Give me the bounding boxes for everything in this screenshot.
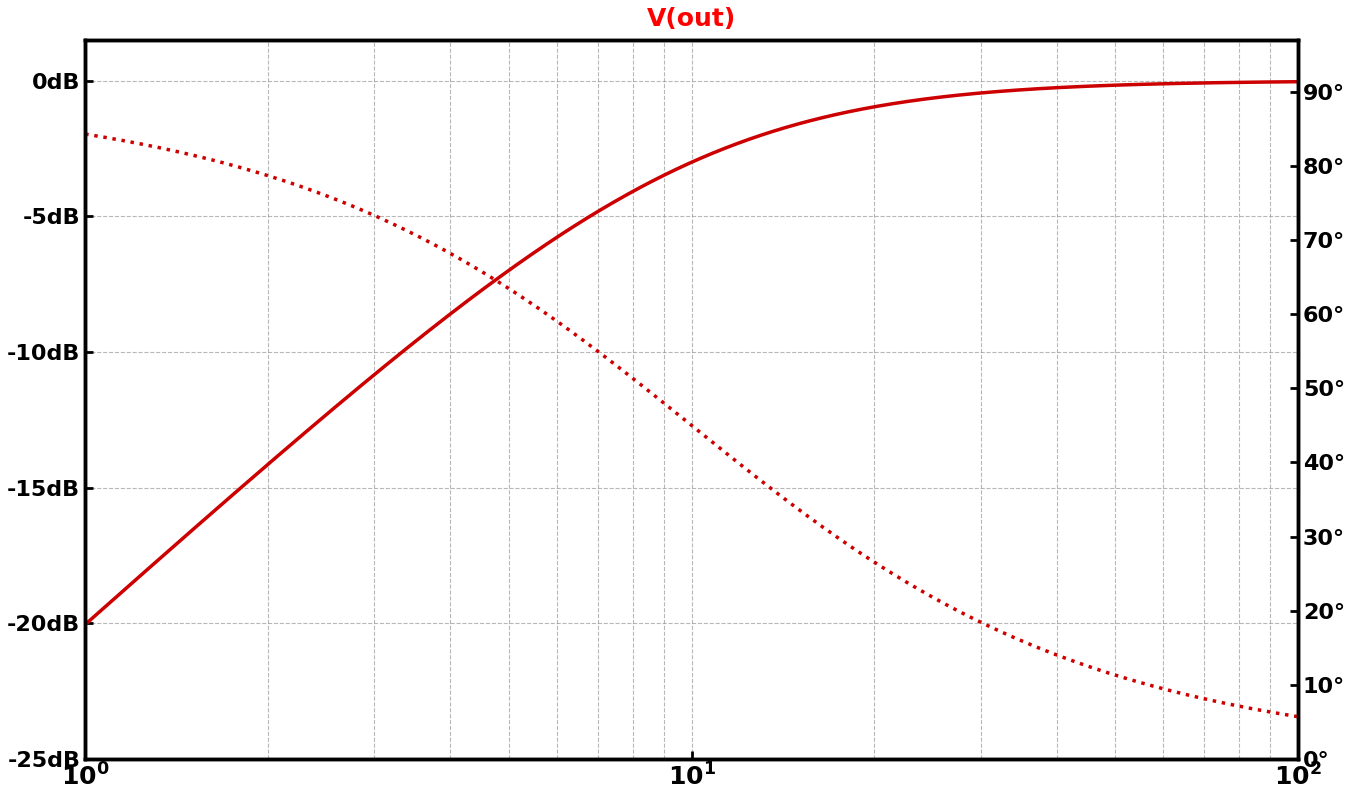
Title: V(out): V(out) <box>648 7 737 31</box>
